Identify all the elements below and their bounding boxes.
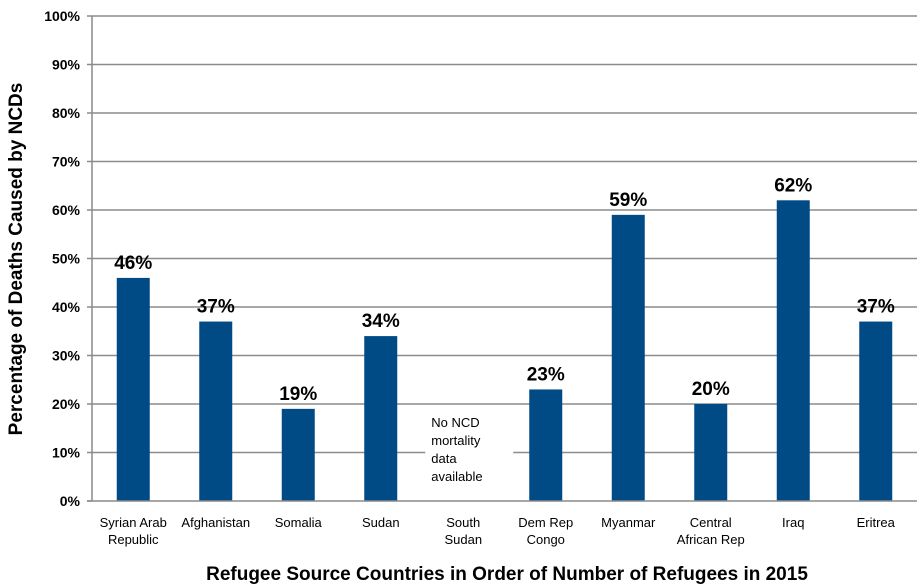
bar: [199, 321, 233, 501]
x-category-labels: Syrian Arab Republic Afghanistan Somalia Sud…: [100, 515, 896, 547]
y-tick-label: 50%: [52, 251, 81, 267]
bar: [694, 404, 728, 501]
y-axis-title: Percentage of Deaths Caused by NCDs: [6, 83, 27, 436]
category-label: Eritrea: [857, 515, 896, 530]
category-label: Central African Rep: [677, 515, 745, 547]
data-label: 37%: [857, 297, 895, 318]
y-tick-label: 90%: [52, 57, 81, 73]
bar: [281, 408, 315, 501]
annotation-box: [425, 408, 514, 496]
category-label: Sudan: [362, 515, 400, 530]
bar: [116, 277, 150, 501]
y-tick-label: 100%: [44, 8, 80, 24]
category-label: Iraq: [782, 515, 804, 530]
data-label: 19%: [279, 384, 317, 405]
y-tick-label: 40%: [52, 299, 81, 315]
category-label: Myanmar: [601, 515, 656, 530]
category-label: Dem Rep Congo: [518, 515, 573, 547]
y-tick-label: 20%: [52, 396, 81, 412]
y-tick-label: 80%: [52, 105, 81, 121]
data-label: 23%: [527, 364, 565, 385]
category-label: Syrian Arab Republic: [100, 515, 167, 547]
bar: [776, 200, 810, 502]
bar: [529, 389, 563, 501]
data-labels: 46% 37% 19% 34% 23% 59% 20% 62% 37%: [114, 175, 895, 405]
data-label: 20%: [692, 379, 730, 400]
category-label: Afghanistan: [181, 515, 250, 530]
data-label: 46%: [114, 253, 152, 274]
y-tick-label: 30%: [52, 348, 81, 364]
annotation-text: No NCD mortality data available: [431, 415, 482, 484]
data-label: 59%: [609, 190, 647, 211]
data-label: 34%: [362, 311, 400, 332]
bars: [116, 200, 893, 502]
bar: [364, 336, 398, 501]
bar: [859, 321, 893, 501]
category-label: South Sudan: [444, 515, 482, 547]
y-tick-label: 0%: [60, 493, 81, 509]
y-tick-label: 60%: [52, 202, 81, 218]
data-label: 62%: [774, 175, 812, 196]
y-tick-label: 10%: [52, 445, 81, 461]
y-tick-label: 70%: [52, 154, 81, 170]
bar: [611, 214, 645, 501]
x-axis-title: Refugee Source Countries in Order of Num…: [206, 564, 808, 585]
annotations: No NCD mortality data available: [425, 408, 514, 496]
category-label: Somalia: [275, 515, 323, 530]
data-label: 37%: [197, 297, 235, 318]
y-tick-labels: 0% 10% 20% 30% 40% 50% 60% 70% 80% 90% 100%: [44, 8, 80, 509]
